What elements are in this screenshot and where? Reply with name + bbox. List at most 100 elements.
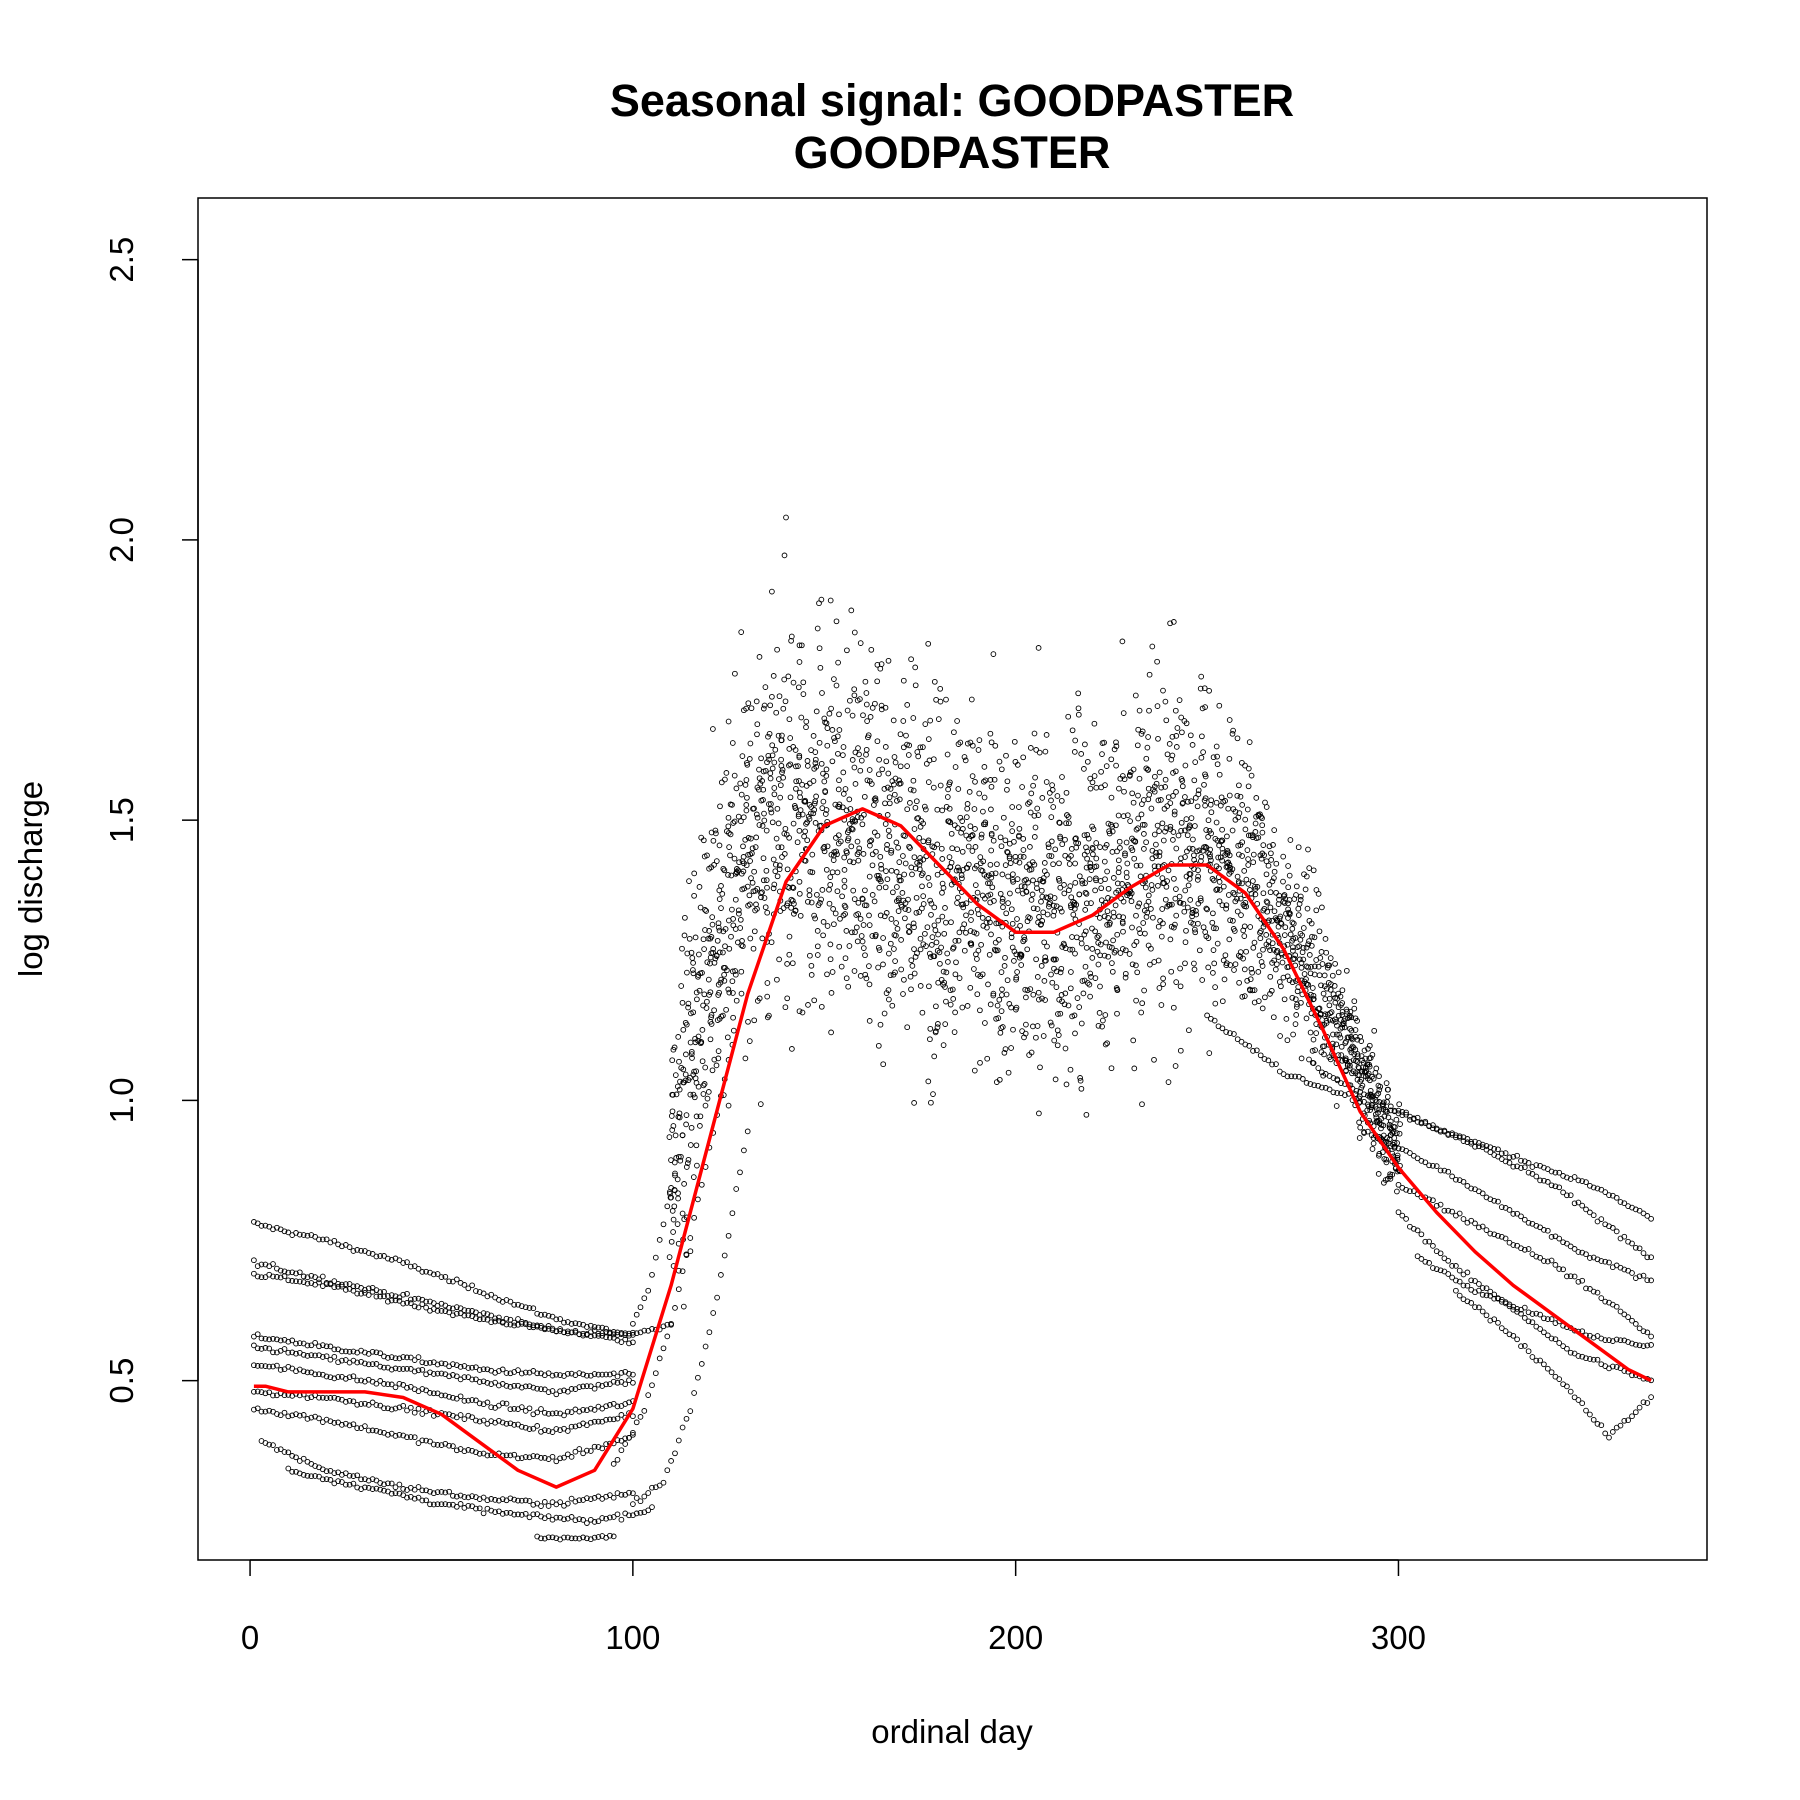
data-point (1170, 619, 1177, 625)
data-point (1339, 1012, 1346, 1018)
data-point (258, 1335, 265, 1342)
data-point (769, 588, 775, 595)
data-point (848, 607, 855, 614)
data-point (1594, 1356, 1601, 1363)
data-point (1230, 806, 1237, 812)
data-point (342, 1287, 349, 1293)
data-point (1368, 1132, 1375, 1138)
data-point (1426, 1238, 1432, 1245)
data-point (591, 1418, 598, 1425)
data-point (1050, 861, 1056, 868)
data-point (404, 1494, 410, 1501)
data-point (457, 1412, 464, 1418)
data-point (300, 1279, 307, 1285)
data-point (934, 806, 941, 813)
data-point (1152, 773, 1158, 780)
data-point (908, 864, 915, 871)
data-point (893, 869, 900, 875)
data-point (327, 1395, 334, 1401)
data-point (415, 1367, 422, 1374)
y-tick-label: 1.0 (103, 1077, 140, 1123)
data-point (1153, 853, 1159, 860)
data-point (323, 1353, 330, 1360)
data-point (1226, 852, 1233, 859)
data-point (350, 1473, 357, 1479)
data-point (469, 1414, 475, 1421)
data-point (944, 751, 951, 758)
data-point (1575, 1278, 1582, 1285)
data-point (1445, 1168, 1452, 1175)
data-point (1552, 1262, 1559, 1268)
data-point (916, 862, 923, 868)
data-point (453, 1493, 460, 1500)
data-point (1437, 1167, 1444, 1174)
data-point (1456, 1210, 1463, 1217)
data-point (851, 817, 858, 824)
data-point (874, 661, 881, 668)
data-point (1587, 1411, 1593, 1418)
data-point (668, 1320, 674, 1327)
data-point (499, 1366, 506, 1373)
data-point (438, 1274, 445, 1280)
x-tick-label: 200 (988, 1619, 1043, 1656)
data-point (1049, 979, 1056, 986)
data-point (1341, 1018, 1347, 1024)
data-point (863, 690, 870, 696)
data-point (965, 861, 972, 868)
data-point (916, 909, 923, 915)
data-point (1351, 1005, 1358, 1012)
data-point (689, 955, 696, 961)
data-point (1407, 1116, 1413, 1123)
data-point (738, 791, 745, 798)
data-point (1257, 935, 1264, 942)
data-point (1297, 893, 1304, 900)
data-point (1295, 912, 1302, 918)
data-point (1097, 844, 1103, 850)
data-point (1367, 1107, 1374, 1113)
data-point (1034, 1023, 1041, 1029)
data-point (830, 906, 836, 912)
data-point (1200, 847, 1206, 854)
data-point (1078, 935, 1084, 942)
data-point (342, 1357, 349, 1363)
data-point (1254, 900, 1261, 907)
data-point (442, 1273, 449, 1280)
data-point (846, 827, 852, 834)
data-point (769, 693, 775, 700)
data-point (849, 826, 856, 833)
data-point (1310, 996, 1317, 1003)
data-point (851, 692, 858, 699)
data-point (812, 915, 818, 922)
data-point (737, 925, 744, 931)
data-point (335, 1396, 341, 1402)
data-point (744, 883, 751, 890)
data-point (737, 916, 744, 923)
data-point (690, 960, 696, 966)
data-point (1172, 1063, 1179, 1069)
data-point (972, 826, 978, 832)
data-point (515, 1455, 521, 1462)
data-point (319, 1394, 326, 1401)
data-point (721, 1252, 728, 1259)
data-point (503, 1400, 510, 1407)
data-point (1375, 1090, 1382, 1097)
data-point (607, 1514, 613, 1521)
data-point (1548, 1234, 1555, 1240)
data-point (684, 969, 690, 976)
data-point (645, 1392, 652, 1398)
data-point (884, 842, 890, 848)
data-point (1361, 1130, 1367, 1136)
data-point (584, 1520, 590, 1526)
data-point (1093, 875, 1099, 882)
data-point (1000, 904, 1006, 911)
data-point (595, 1324, 602, 1331)
data-point (913, 909, 920, 916)
data-point (762, 767, 769, 774)
data-point (847, 697, 853, 704)
data-point (1441, 1128, 1448, 1135)
data-point (1472, 1143, 1478, 1150)
data-point (764, 980, 771, 986)
data-point (323, 1343, 330, 1350)
data-point (848, 825, 855, 832)
data-point (1370, 1075, 1377, 1082)
